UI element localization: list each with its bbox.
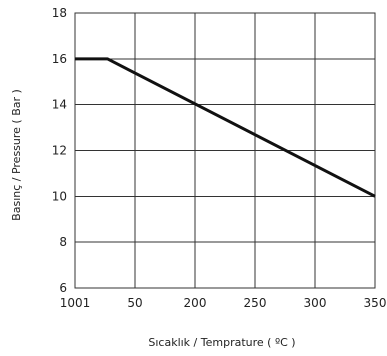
x-tick-label-5: 350 — [364, 296, 387, 310]
y-tick-label-3: 12 — [52, 144, 67, 158]
x-tick-label-0: 1001 — [60, 296, 91, 310]
plot-frame — [74, 12, 376, 289]
x-tick-labels: 1001 50 200 250 300 350 — [60, 296, 387, 310]
series-line-0 — [75, 57, 376, 198]
y-tick-label-1: 8 — [59, 235, 67, 249]
x-axis-label: Sıcaklık / Temprature ( ºC ) — [148, 336, 295, 349]
x-tick-label-1: 50 — [127, 296, 142, 310]
y-tick-labels: 6 8 10 12 14 16 18 — [52, 6, 67, 295]
y-tick-label-6: 18 — [52, 6, 67, 20]
x-tick-label-2: 200 — [184, 296, 207, 310]
x-tick-label-3: 250 — [244, 296, 267, 310]
y-tick-label-5: 16 — [52, 52, 67, 66]
y-tick-label-0: 6 — [59, 281, 67, 295]
series-layer — [75, 57, 376, 198]
x-tick-label-4: 300 — [304, 296, 327, 310]
y-tick-label-2: 10 — [52, 189, 67, 203]
grid — [74, 12, 376, 289]
y-axis-label: Basınç / Pressure ( Bar ) — [10, 89, 23, 221]
y-tick-label-4: 14 — [52, 98, 67, 112]
